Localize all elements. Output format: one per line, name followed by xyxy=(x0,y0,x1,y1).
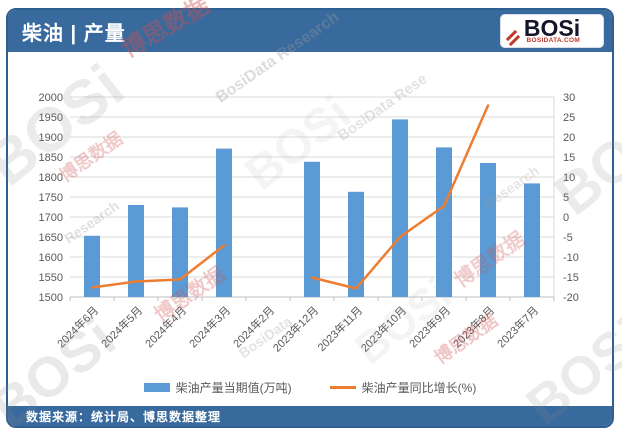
bar-series xyxy=(84,119,540,298)
x-axis-labels: 2024年6月2024年5月2024年4月2024年3月2024年2月2023年… xyxy=(54,303,541,354)
logo-stripes-icon xyxy=(505,29,521,47)
combo-chart: 2000195019001850180017501700165016001550… xyxy=(39,92,579,355)
x-axis-label: 2024年2月 xyxy=(230,303,277,350)
bar xyxy=(436,147,452,297)
bar xyxy=(348,191,364,297)
header-bar: 柴油 | 产量 BOSi BOSIDATA.COM xyxy=(8,10,612,52)
svg-text:1550: 1550 xyxy=(39,272,63,284)
logo-main: BOSi BOSIDATA.COM xyxy=(524,17,580,45)
x-axis-label: 2023年8月 xyxy=(450,303,497,350)
svg-text:1900: 1900 xyxy=(39,132,63,144)
data-source-text: 数据来源：统计局、博思数据整理 xyxy=(26,409,222,424)
x-axis-label: 2024年3月 xyxy=(186,303,233,350)
legend-item-line: 柴油产量同比增长(%) xyxy=(329,379,477,396)
x-axis-label: 2024年5月 xyxy=(98,303,145,350)
bar xyxy=(524,183,540,297)
y-axis-left-labels: 2000 1950 1900 1850 1800 1750 1700 1650 1600 1550… xyxy=(39,92,63,304)
svg-text:1800: 1800 xyxy=(39,172,63,184)
svg-text:1600: 1600 xyxy=(39,252,63,264)
report-card: 柴油 | 产量 BOSi BOSIDATA.COM 2000 1950 1900 18… xyxy=(6,8,614,428)
svg-text:1850: 1850 xyxy=(39,152,63,164)
x-axis-ticks xyxy=(69,297,555,301)
y-axis-right-labels: 30 25 20 15 10 5 0 -5 -10 -15 -20 xyxy=(563,92,579,304)
bar xyxy=(480,163,496,297)
logo-text: BOSi xyxy=(523,15,581,42)
x-axis-label: 2023年11月 xyxy=(314,303,365,354)
svg-text:-20: -20 xyxy=(563,292,579,304)
x-axis-label: 2023年9月 xyxy=(406,303,453,350)
line-segment xyxy=(90,244,226,289)
bar xyxy=(128,205,144,297)
x-axis-label: 2024年6月 xyxy=(54,303,101,350)
bar-swatch-icon xyxy=(143,383,170,392)
svg-text:1700: 1700 xyxy=(39,212,63,224)
svg-text:10: 10 xyxy=(563,172,575,184)
footer-bar: 数据来源：统计局、博思数据整理 xyxy=(8,406,612,426)
bosi-logo: BOSi BOSIDATA.COM xyxy=(500,14,604,48)
x-axis-label: 2024年4月 xyxy=(142,303,189,350)
svg-text:1750: 1750 xyxy=(39,192,63,204)
svg-text:25: 25 xyxy=(563,112,575,124)
x-axis-label: 2023年12月 xyxy=(270,303,321,354)
bar xyxy=(392,119,408,298)
bar xyxy=(84,235,100,297)
svg-text:1650: 1650 xyxy=(39,232,63,244)
bar xyxy=(216,148,232,297)
legend-bar-label: 柴油产量当期值(万吨) xyxy=(175,381,292,395)
line-segment xyxy=(310,104,490,290)
logo-domain-text: BOSIDATA.COM xyxy=(526,37,581,45)
chart-legend: 柴油产量当期值(万吨) 柴油产量同比增长(%) xyxy=(8,379,612,396)
svg-text:2000: 2000 xyxy=(39,92,63,104)
svg-text:0: 0 xyxy=(563,212,569,224)
svg-text:30: 30 xyxy=(563,92,575,104)
bar xyxy=(172,207,188,297)
x-axis-label: 2023年7月 xyxy=(494,303,541,350)
svg-text:-10: -10 xyxy=(563,252,579,264)
line-swatch-icon xyxy=(329,386,356,389)
svg-text:15: 15 xyxy=(563,152,575,164)
x-axis-label: 2023年10月 xyxy=(358,303,409,354)
svg-text:-15: -15 xyxy=(563,272,579,284)
bar xyxy=(304,161,320,297)
svg-text:5: 5 xyxy=(563,192,569,204)
svg-text:20: 20 xyxy=(563,132,575,144)
legend-item-bar: 柴油产量当期值(万吨) xyxy=(143,379,292,396)
page-title: 柴油 | 产量 xyxy=(22,22,126,45)
svg-text:-5: -5 xyxy=(563,232,573,244)
svg-text:1950: 1950 xyxy=(39,112,63,124)
legend-line-label: 柴油产量同比增长(%) xyxy=(361,381,477,395)
svg-text:1500: 1500 xyxy=(39,292,63,304)
chart-area: 2000 1950 1900 1850 1800 1750 1700 1650 1600 1550… xyxy=(8,52,612,406)
line-series xyxy=(90,104,490,290)
